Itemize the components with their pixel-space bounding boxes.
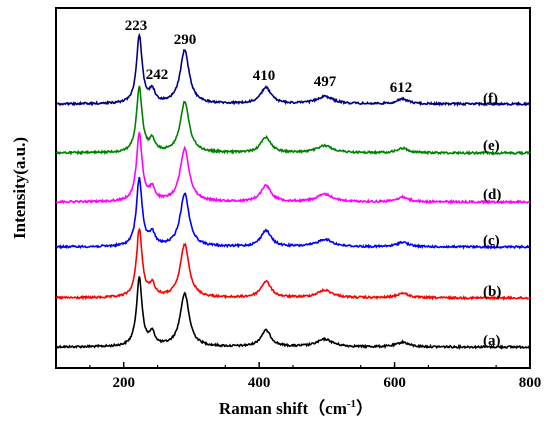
series-label-b: (b) [483,284,501,300]
series-label-e: (e) [483,138,500,154]
series-label-f: (f) [483,91,498,107]
peak-annotation-290: 290 [174,32,197,48]
series-line-e [55,85,531,156]
x-ticks: 200 400 600 800 [89,362,542,391]
peak-annotation-223: 223 [125,18,148,34]
x-tick-label: 800 [519,375,542,391]
series-label-c: (c) [483,233,500,249]
peak-annotation-242: 242 [146,67,169,83]
peak-annotations: 223 242 290 410 497 612 [125,18,413,96]
x-axis-label-superscript: -1 [347,398,356,410]
series-line-a [55,276,531,351]
series-line-c [55,176,531,250]
series-line-f [55,32,531,107]
x-axis-label-close: ） [356,398,373,418]
x-tick-label: 400 [248,375,271,391]
x-axis-label-main: Raman shift（cm [219,398,347,418]
x-tick-label: 600 [383,375,406,391]
x-axis-label: Raman shift（cm-1） [219,398,373,418]
peak-annotation-612: 612 [390,80,413,96]
peak-annotation-410: 410 [253,68,276,84]
y-axis-label: Intensity(a.u.) [10,137,29,239]
x-tick-label: 200 [112,375,135,391]
series-line-b [56,227,531,301]
series-label-d: (d) [483,187,501,203]
series-labels: (a) (b) (c) (d) (e) (f) [483,91,501,349]
peak-annotation-497: 497 [314,74,337,90]
series-line-d [55,130,531,205]
series-curves [55,32,531,351]
plot-frame [55,7,531,369]
series-label-a: (a) [483,333,501,349]
